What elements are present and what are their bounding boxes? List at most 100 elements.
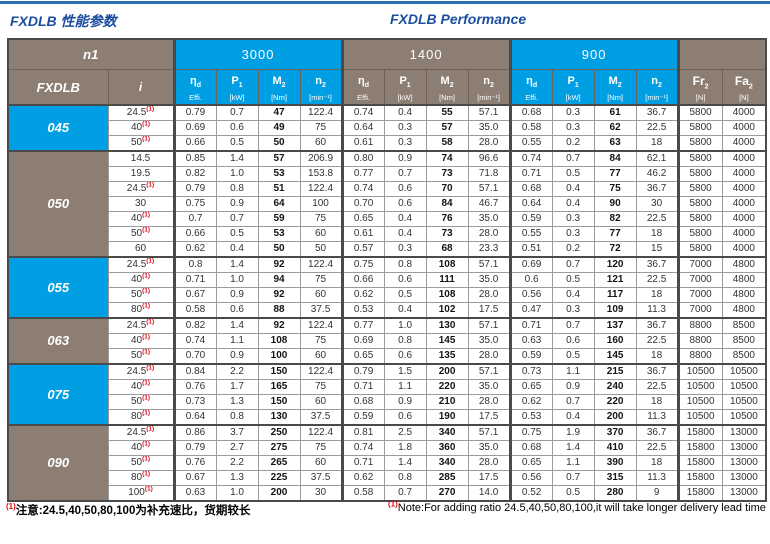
effi-900-cell: 0.56: [508, 287, 553, 303]
p1-900-cell: 0.4: [551, 409, 595, 426]
table-row: 50(1) 0.70 0.9 100 60 0.65 0.6 135 28.0 0.59 0.5 14…: [8, 348, 767, 365]
fr2-cell: 15800: [676, 455, 723, 471]
n2-900-cell: 22.5: [635, 272, 679, 288]
n2-header-900: n2 [min⁻¹]: [635, 69, 679, 106]
n2-3000-cell: 122.4: [299, 363, 343, 380]
p1-900-cell: 0.6: [551, 333, 595, 349]
ratio-cell: 80(1): [107, 302, 175, 319]
p1-3000-cell: 1.7: [215, 379, 259, 395]
footnote-text-en: Note:For adding ratio 24.5,40,50,80,100,…: [397, 502, 766, 514]
m2-3000-cell: 88: [257, 302, 301, 319]
ratio-note-marker: (1): [146, 257, 155, 265]
p1-1400-cell: 0.6: [383, 196, 427, 212]
n2-1400-cell: 17.5: [467, 302, 511, 319]
p1-900-cell: 1.1: [551, 455, 595, 471]
table-row: 30 0.75 0.9 64 100 0.70 0.6 84 46.7 0.64 0.4 90 30 58…: [8, 196, 767, 212]
p1-900-cell: 0.5: [551, 272, 595, 288]
effi-3000-cell: 0.75: [172, 196, 217, 212]
effi-900-cell: 0.53: [508, 409, 553, 426]
footnote-text-zh: 注意:24.5,40,50,80,100为补充速比，货期较长: [15, 505, 251, 517]
ratio-note-marker: (1): [146, 318, 155, 326]
effi-3000-cell: 0.74: [172, 333, 217, 349]
m2-3000-cell: 165: [257, 379, 301, 395]
p1-900-cell: 1.4: [551, 440, 595, 456]
n2-900-cell: 15: [635, 241, 679, 258]
m2-3000-cell: 49: [257, 120, 301, 136]
m2-3000-cell: 53: [257, 166, 301, 182]
ratio-cell: 40(1): [107, 120, 175, 136]
fr2-cell: 10500: [676, 409, 723, 426]
performance-table-body: 045 24.5(1) 0.79 0.7 47 122.4 0.74 0.4 55 57.1 0.6…: [7, 104, 767, 502]
n2-900-cell: 11.3: [635, 302, 679, 319]
n2-3000-cell: 122.4: [299, 256, 343, 273]
effi-1400-cell: 0.65: [340, 211, 385, 227]
ratio-note-marker: (1): [142, 394, 151, 402]
table-row: 60 0.62 0.4 50 50 0.57 0.3 68 23.3 0.51 0.2 72 15 580…: [8, 241, 767, 258]
fr2-cell: 15800: [676, 485, 723, 502]
fa2-cell: 13000: [721, 470, 767, 486]
p1-1400-cell: 0.3: [383, 135, 427, 152]
n2-3000-cell: 30: [299, 485, 343, 502]
ratio-cell: 24.5(1): [107, 256, 175, 273]
m2-3000-cell: 51: [257, 181, 301, 197]
p1-header-900: P1 [kW]: [551, 69, 595, 106]
table-row: 50(1) 0.67 0.9 92 60 0.62 0.5 108 28.0 0.56 0.4 117…: [8, 287, 767, 303]
ratio-cell: 50(1): [107, 455, 175, 471]
effi-1400-cell: 0.53: [340, 302, 385, 319]
p1-1400-cell: 1.5: [383, 363, 427, 380]
fa2-cell: 4000: [721, 241, 767, 258]
effi-1400-cell: 0.71: [340, 379, 385, 395]
m2-1400-cell: 102: [425, 302, 469, 319]
fa2-cell: 4800: [721, 256, 767, 273]
effi-header-1400: ηd Effi.: [340, 69, 385, 106]
n2-3000-cell: 37.5: [299, 470, 343, 486]
fa2-cell: 4000: [721, 181, 767, 197]
n2-1400-cell: 35.0: [467, 272, 511, 288]
ratio-note-marker: (1): [142, 272, 151, 280]
n2-900-cell: 36.7: [635, 363, 679, 380]
p1-1400-cell: 0.4: [383, 302, 427, 319]
fr2-cell: 15800: [676, 440, 723, 456]
fa2-cell: 8500: [721, 333, 767, 349]
ratio-note-marker: (1): [142, 135, 151, 143]
fa2-cell: 10500: [721, 394, 767, 410]
m2-900-cell: 160: [593, 333, 637, 349]
n2-900-cell: 22.5: [635, 333, 679, 349]
table-row: 50(1) 0.66 0.5 53 60 0.61 0.4 73 28.0 0.55 0.3 77 18…: [8, 226, 767, 242]
effi-1400-cell: 0.58: [340, 485, 385, 502]
m2-900-cell: 137: [593, 317, 637, 334]
n2-900-cell: 36.7: [635, 317, 679, 334]
effi-3000-cell: 0.86: [172, 424, 217, 441]
effi-1400-cell: 0.69: [340, 333, 385, 349]
m2-3000-cell: 59: [257, 211, 301, 227]
n2-1400-cell: 17.5: [467, 470, 511, 486]
p1-1400-cell: 1.0: [383, 317, 427, 334]
fr2-cell: 5800: [676, 166, 723, 182]
ratio-note-marker: (1): [146, 364, 155, 372]
n2-1400-cell: 28.0: [467, 348, 511, 365]
m2-900-cell: 84: [593, 150, 637, 167]
model-column-header: FXDLB: [7, 69, 109, 106]
effi-900-cell: 0.65: [508, 379, 553, 395]
ratio-cell: 80(1): [107, 409, 175, 426]
effi-1400-cell: 0.61: [340, 135, 385, 152]
fr2-cell: 8800: [676, 333, 723, 349]
ratio-note-marker: (1): [146, 425, 155, 433]
ratio-cell: 100(1): [107, 485, 175, 502]
n2-900-cell: 18: [635, 135, 679, 152]
n2-900-cell: 18: [635, 226, 679, 242]
m2-1400-cell: 285: [425, 470, 469, 486]
p1-1400-cell: 0.6: [383, 409, 427, 426]
speed-3000-header: 3000: [172, 38, 343, 70]
fa2-cell: 13000: [721, 440, 767, 456]
table-row: 100(1) 0.63 1.0 200 30 0.58 0.7 270 14.0 0.52 0.5 2…: [8, 485, 767, 502]
p1-3000-cell: 1.3: [215, 394, 259, 410]
m2-900-cell: 315: [593, 470, 637, 486]
effi-1400-cell: 0.81: [340, 424, 385, 441]
p1-900-cell: 0.7: [551, 150, 595, 167]
n2-3000-cell: 37.5: [299, 409, 343, 426]
m2-1400-cell: 210: [425, 394, 469, 410]
m2-1400-cell: 145: [425, 333, 469, 349]
fr2-cell: 8800: [676, 317, 723, 334]
m2-1400-cell: 220: [425, 379, 469, 395]
